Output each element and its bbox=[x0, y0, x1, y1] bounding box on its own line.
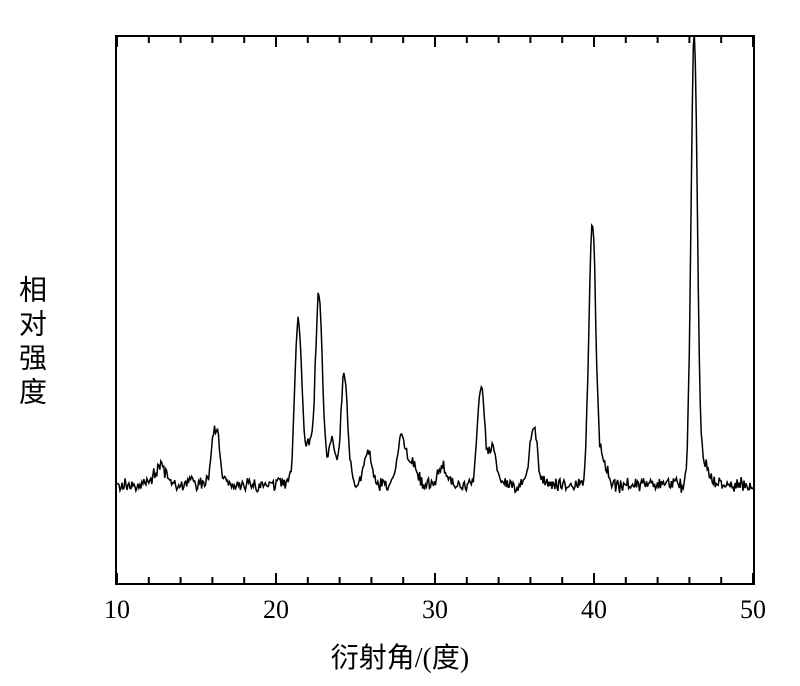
xrd-figure: 相对强度 10 20 30 40 50 衍射角/(度) bbox=[0, 0, 800, 686]
x-axis-label: 衍射角/(度) bbox=[331, 636, 469, 676]
spectrum-line bbox=[117, 37, 753, 583]
plot-area bbox=[115, 35, 755, 585]
x-tick-label: 50 bbox=[740, 595, 766, 625]
x-tick-label: 30 bbox=[422, 595, 448, 625]
x-tick-label: 10 bbox=[104, 595, 130, 625]
y-axis-label: 相对强度 bbox=[10, 275, 50, 411]
x-tick-label: 20 bbox=[263, 595, 289, 625]
x-tick-label: 40 bbox=[581, 595, 607, 625]
